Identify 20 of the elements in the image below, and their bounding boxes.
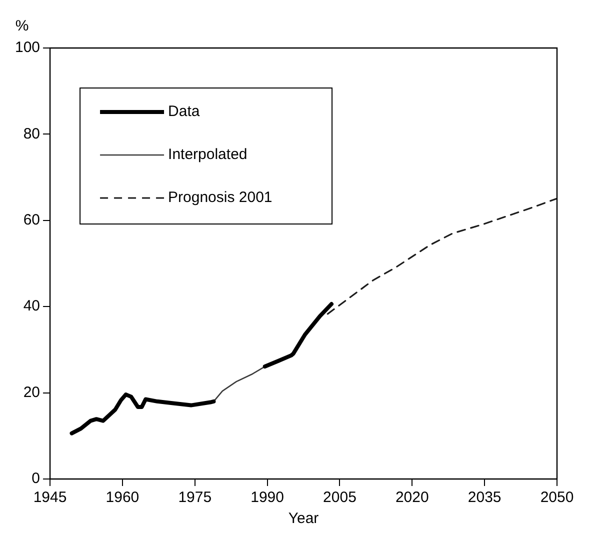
y-tick-label: 0: [32, 470, 40, 488]
y-tick-label: 80: [23, 125, 40, 142]
y-tick-label: 20: [23, 384, 40, 401]
legend-label: Data: [168, 103, 200, 120]
x-tick-label: 2035: [468, 489, 502, 506]
y-tick-label: 60: [23, 212, 40, 229]
y-axis-title: %: [15, 18, 29, 35]
y-tick-label: 40: [23, 298, 40, 315]
x-tick-label: 1975: [178, 489, 212, 506]
x-axis-title: Year: [288, 510, 319, 528]
x-tick-label: 1960: [106, 489, 140, 506]
x-tick-label: 2005: [323, 489, 356, 506]
x-tick-label: 2020: [395, 489, 429, 506]
x-tick-label: 1990: [250, 489, 284, 506]
x-tick-label: 1945: [33, 489, 67, 506]
x-tick-label: 2050: [540, 489, 574, 506]
y-tick-label: 100: [14, 39, 40, 56]
legend-label: Prognosis 2001: [168, 189, 272, 206]
line-series: [326, 198, 557, 315]
legend-label: Interpolated: [168, 146, 248, 164]
